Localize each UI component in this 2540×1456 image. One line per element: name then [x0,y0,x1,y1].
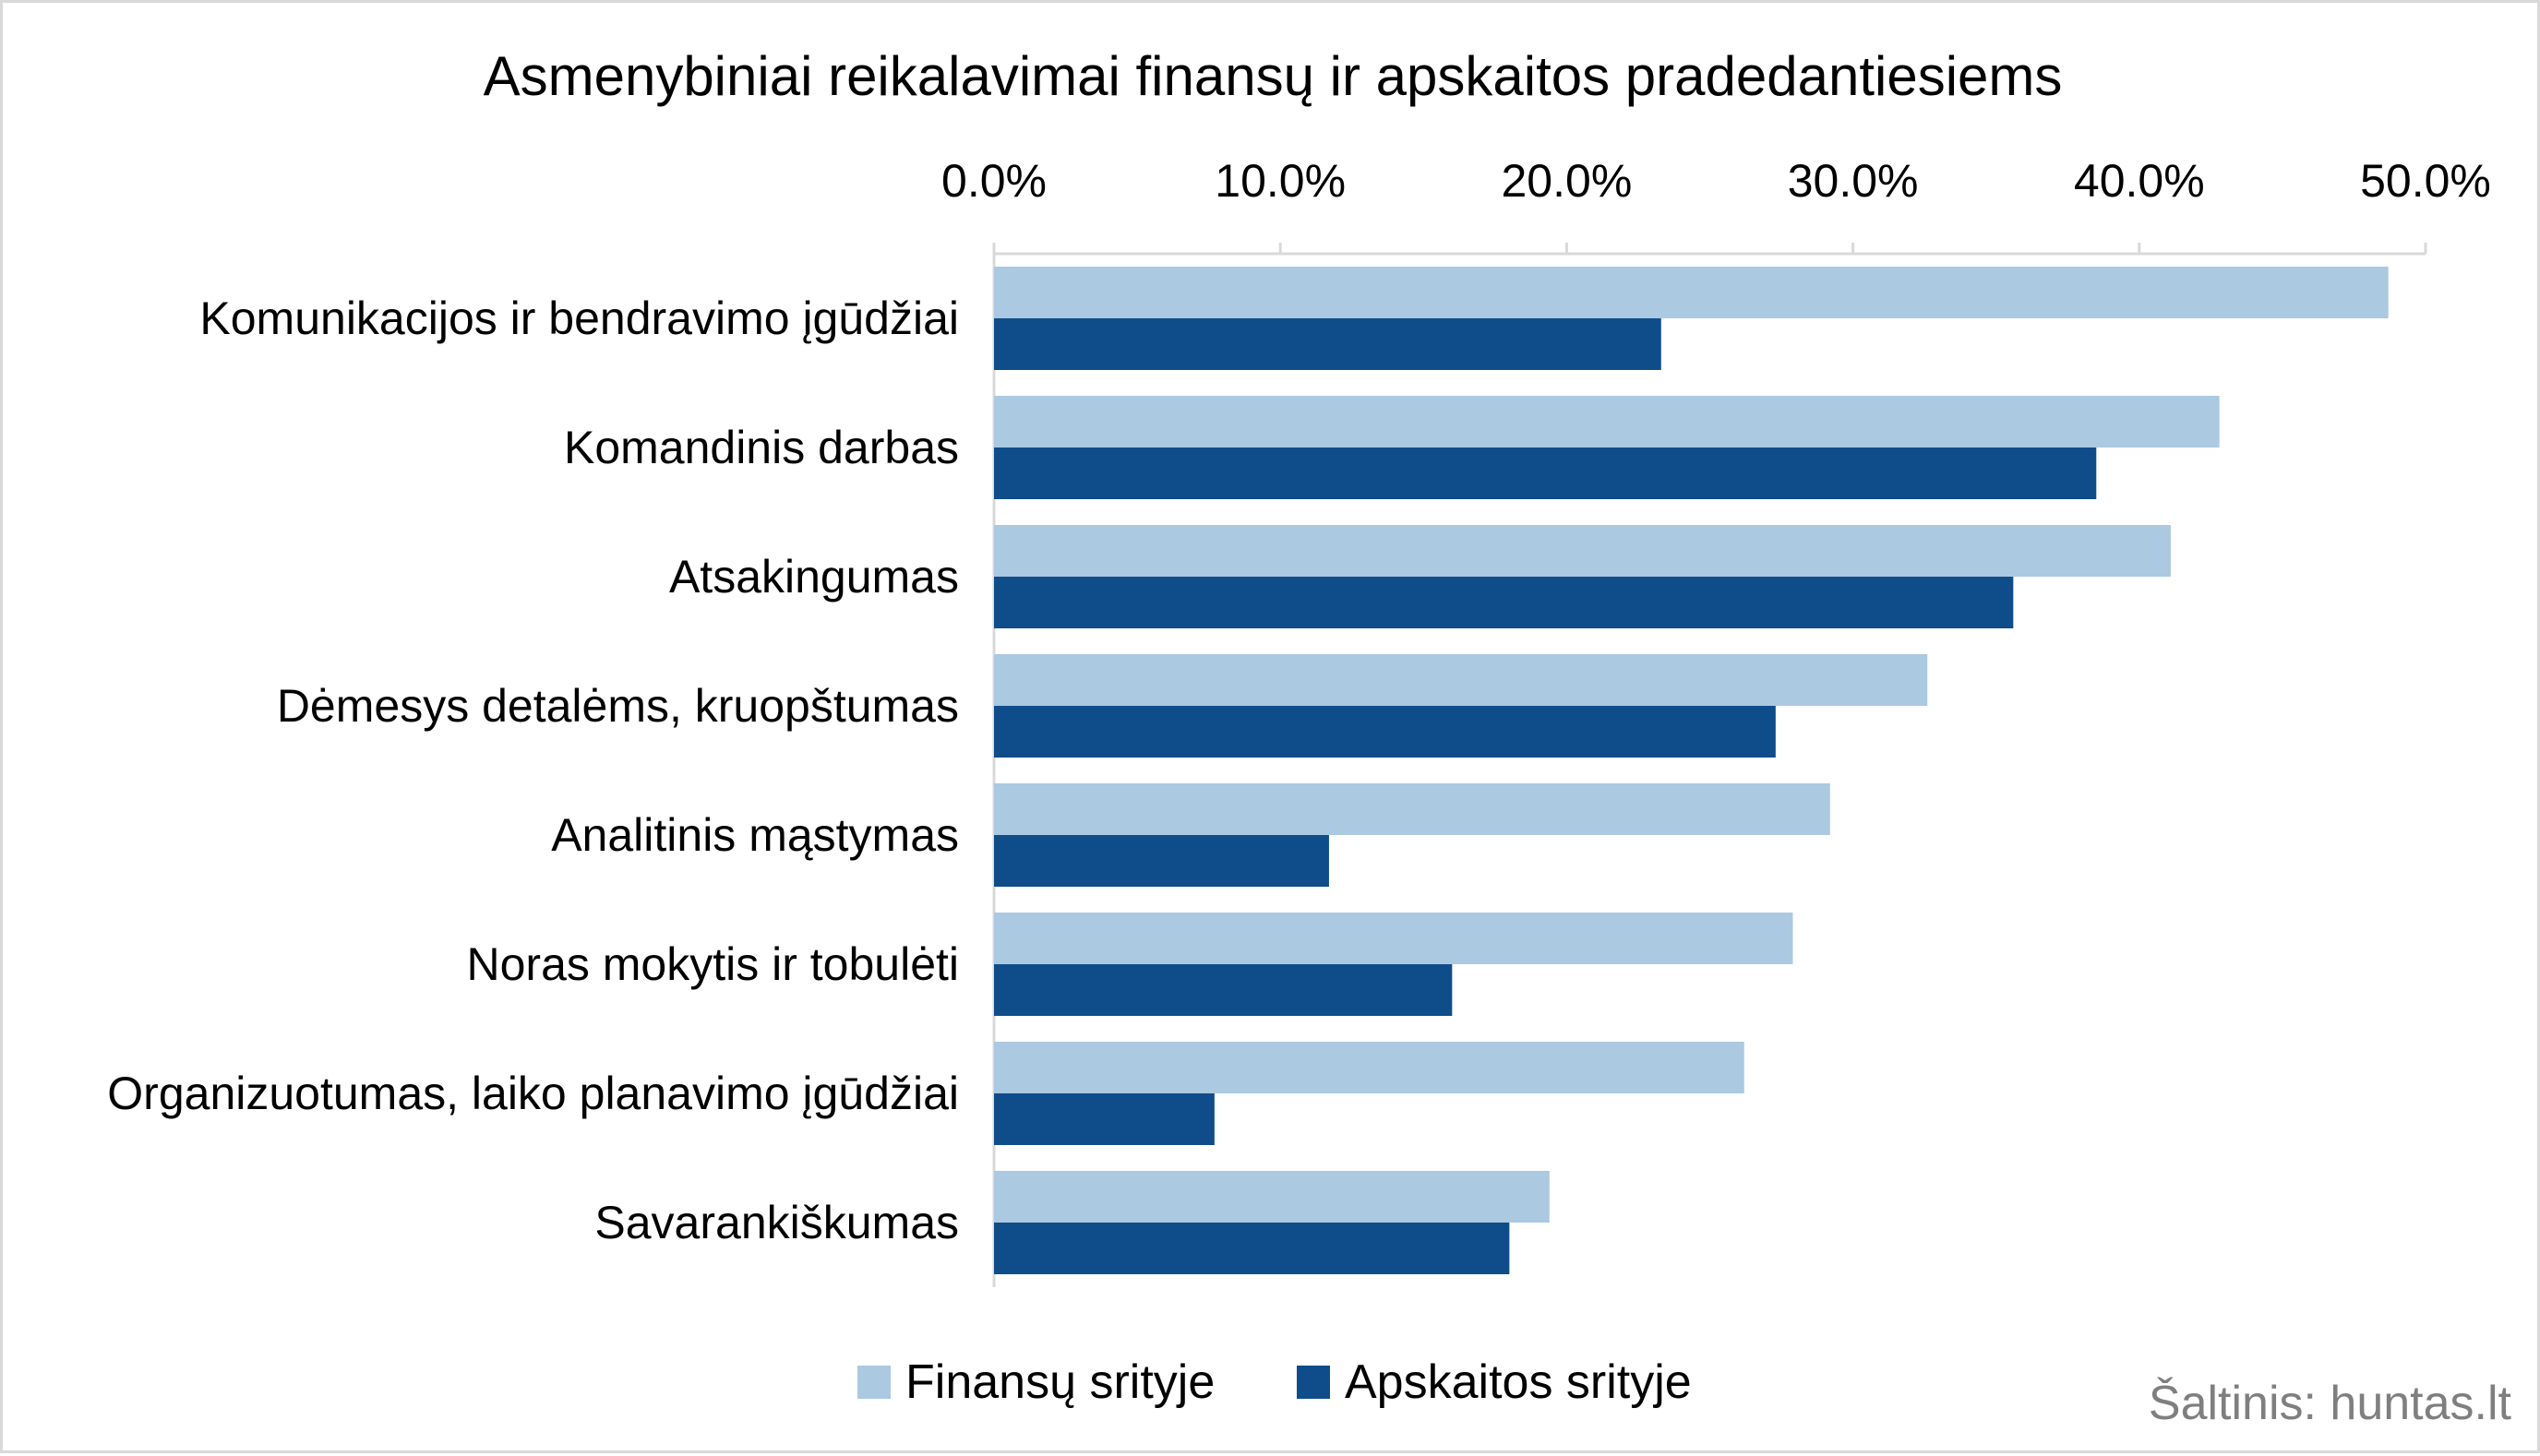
category-label: Noras mokytis ir tobulėti [467,938,960,990]
x-tick-label: 10.0% [1215,155,1346,207]
legend-label: Apskaitos srityje [1345,1355,1692,1409]
bar-apskaitos [994,448,2097,499]
x-tick-label: 30.0% [1788,155,1919,207]
bar-finansu [994,267,2389,318]
bar-apskaitos [994,706,1776,758]
category-label: Organizuotumas, laiko planavimo įgūdžiai [107,1068,959,1119]
category-label: Analitinis mąstymas [551,809,959,861]
x-axis: 0.0% 10.0% 20.0% 30.0% 40.0% 50.0% [941,155,2491,1287]
bar-apskaitos [994,964,1453,1016]
bar-apskaitos [994,1223,1510,1274]
legend-swatch [1297,1366,1330,1399]
bar-finansu [994,913,1793,964]
bar-finansu [994,396,2220,448]
x-tick-label: 0.0% [941,155,1047,207]
bar-finansu [994,654,1928,706]
legend-label: Finansų srityje [905,1355,1215,1409]
bar-finansu [994,1171,1550,1223]
category-label: Komandinis darbas [564,422,959,473]
x-tick-label: 40.0% [2074,155,2205,207]
x-tick-label: 50.0% [2360,155,2491,207]
chart-title: Asmenybiniai reikalavimai finansų ir aps… [484,45,2063,107]
bar-chart: Asmenybiniai reikalavimai finansų ir aps… [107,45,2512,1430]
y-axis: Komunikacijos ir bendravimo įgūdžiai Koma… [107,292,959,1248]
bar-finansu [994,525,2171,577]
legend: Finansų srityje Apskaitos srityje [857,1355,1692,1409]
category-label: Atsakingumas [669,551,959,603]
bar-finansu [994,783,1830,835]
x-tick-label: 20.0% [1502,155,1633,207]
category-label: Komunikacijos ir bendravimo įgūdžiai [199,292,959,344]
legend-swatch [857,1366,891,1399]
category-label: Dėmesys detalėms, kruopštumas [277,680,959,732]
bar-apskaitos [994,318,1661,370]
bar-apskaitos [994,577,2014,628]
bar-apskaitos [994,1093,1215,1145]
source-note: Šaltinis: huntas.lt [2149,1377,2512,1430]
bars [994,267,2389,1274]
bar-apskaitos [994,835,1329,887]
category-label: Savarankiškumas [594,1197,959,1248]
bar-finansu [994,1042,1744,1093]
